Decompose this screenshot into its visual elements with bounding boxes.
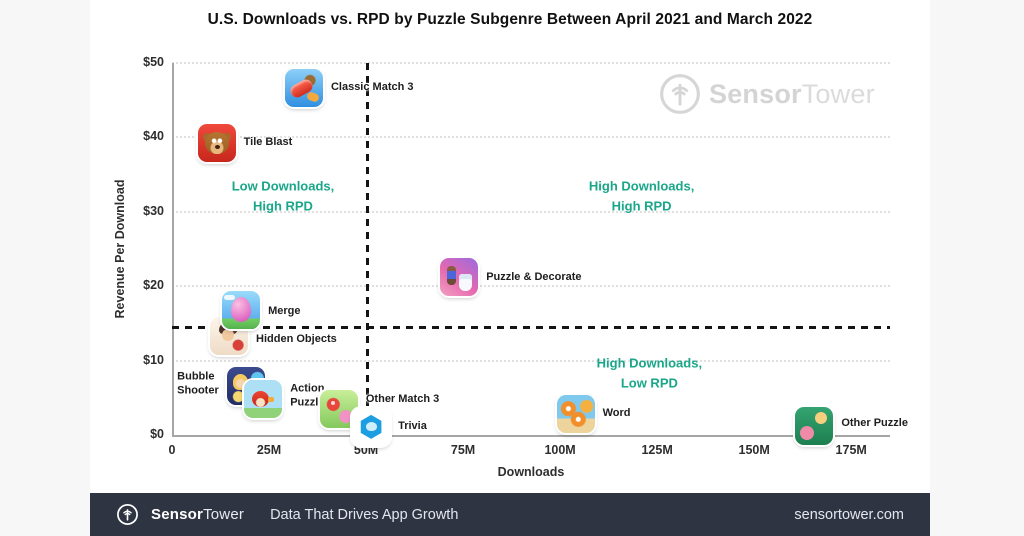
- y-tick-20: $20: [143, 278, 164, 293]
- gridline-50: [172, 62, 890, 64]
- infographic-card: U.S. Downloads vs. RPD by Puzzle Subgenr…: [90, 0, 930, 536]
- y-axis-label: Revenue Per Download: [113, 179, 127, 319]
- x-tick-100M: 100M: [544, 443, 576, 457]
- x-tick-75M: 75M: [450, 443, 476, 457]
- data-point-other-puzzle: Other Puzzle: [795, 407, 908, 446]
- watermark-brand: SensorTower: [709, 78, 875, 109]
- quadrant-label-0: Low Downloads, High RPD: [231, 178, 335, 214]
- data-point-action-puzzle: Action Puzzle: [244, 380, 324, 419]
- x-tick-125M: 125M: [641, 443, 673, 457]
- footer-bar: SensorTower Data That Drives App Growth …: [90, 493, 930, 536]
- bubble-shooter-label: Bubble Shooter: [177, 370, 219, 396]
- classic-match3-label: Classic Match 3: [330, 81, 414, 94]
- trivia-icon: [352, 407, 391, 446]
- tile-blast-label: Tile Blast: [243, 136, 293, 149]
- footer-tagline: Data That Drives App Growth: [270, 506, 459, 523]
- footer-logo-icon: [116, 503, 139, 526]
- classic-match3-icon: [284, 69, 323, 108]
- tile-blast-icon: [197, 124, 236, 163]
- footer-website: sensortower.com: [794, 506, 904, 523]
- scatter-chart: Revenue Per Download SensorTower $0 $10 $2…: [90, 0, 930, 536]
- word-icon: [556, 395, 595, 434]
- x-axis-label: Downloads: [497, 465, 565, 479]
- data-point-word: Word: [556, 395, 631, 434]
- other-puzzle-label: Other Puzzle: [841, 417, 908, 430]
- x-tick-50M: 50M: [353, 443, 379, 457]
- puzzle-decorate-icon: [440, 258, 479, 297]
- x-tick-25M: 25M: [256, 443, 282, 457]
- word-label: Word: [602, 407, 631, 420]
- chart-title: U.S. Downloads vs. RPD by Puzzle Subgenr…: [207, 11, 813, 28]
- sensortower-watermark: SensorTower: [658, 72, 875, 116]
- gridline-30: [172, 210, 890, 213]
- other-puzzle-icon: [795, 407, 834, 446]
- vertical-dashed-reference-line: [366, 63, 370, 435]
- sensortower-logo-icon: [660, 74, 700, 114]
- x-tick-175M: 175M: [835, 443, 867, 457]
- y-tick-30: $30: [143, 203, 164, 218]
- quadrant-label-1: High Downloads, High RPD: [588, 178, 695, 214]
- data-point-trivia: Trivia: [352, 407, 427, 446]
- gridline-20: [172, 285, 890, 288]
- merge-label: Merge: [268, 305, 301, 318]
- action-puzzle-icon: [244, 380, 283, 419]
- data-point-classic-match3: Classic Match 3: [284, 69, 414, 108]
- gridline-40: [172, 136, 890, 139]
- action-puzzle-label: Action Puzzle: [290, 382, 325, 409]
- x-tick-0: 0: [168, 443, 176, 457]
- y-axis-line: [172, 63, 174, 437]
- horizontal-dashed-reference-line: [172, 326, 890, 330]
- quadrant-label-2: High Downloads, Low RPD: [596, 355, 703, 391]
- data-point-puzzle-decorate: Puzzle & Decorate: [440, 258, 582, 297]
- y-tick-40: $40: [143, 129, 164, 144]
- puzzle-decorate-label: Puzzle & Decorate: [486, 271, 582, 284]
- gridline-10: [172, 359, 890, 362]
- hidden-objects-label: Hidden Objects: [256, 333, 337, 346]
- footer-brand: SensorTower: [151, 506, 245, 523]
- y-tick-10: $10: [143, 352, 164, 367]
- x-axis-line: [172, 435, 890, 437]
- other-match3-label: Other Match 3: [365, 393, 440, 406]
- data-point-tile-blast: Tile Blast: [197, 124, 292, 163]
- merge-icon: [222, 291, 261, 329]
- x-tick-150M: 150M: [738, 443, 770, 457]
- y-tick-0: $0: [150, 427, 164, 441]
- trivia-label: Trivia: [398, 419, 427, 432]
- y-tick-50: $50: [143, 55, 164, 69]
- data-point-merge: Merge: [222, 291, 300, 329]
- data-point-hidden-objects: Hidden Objects: [210, 317, 337, 356]
